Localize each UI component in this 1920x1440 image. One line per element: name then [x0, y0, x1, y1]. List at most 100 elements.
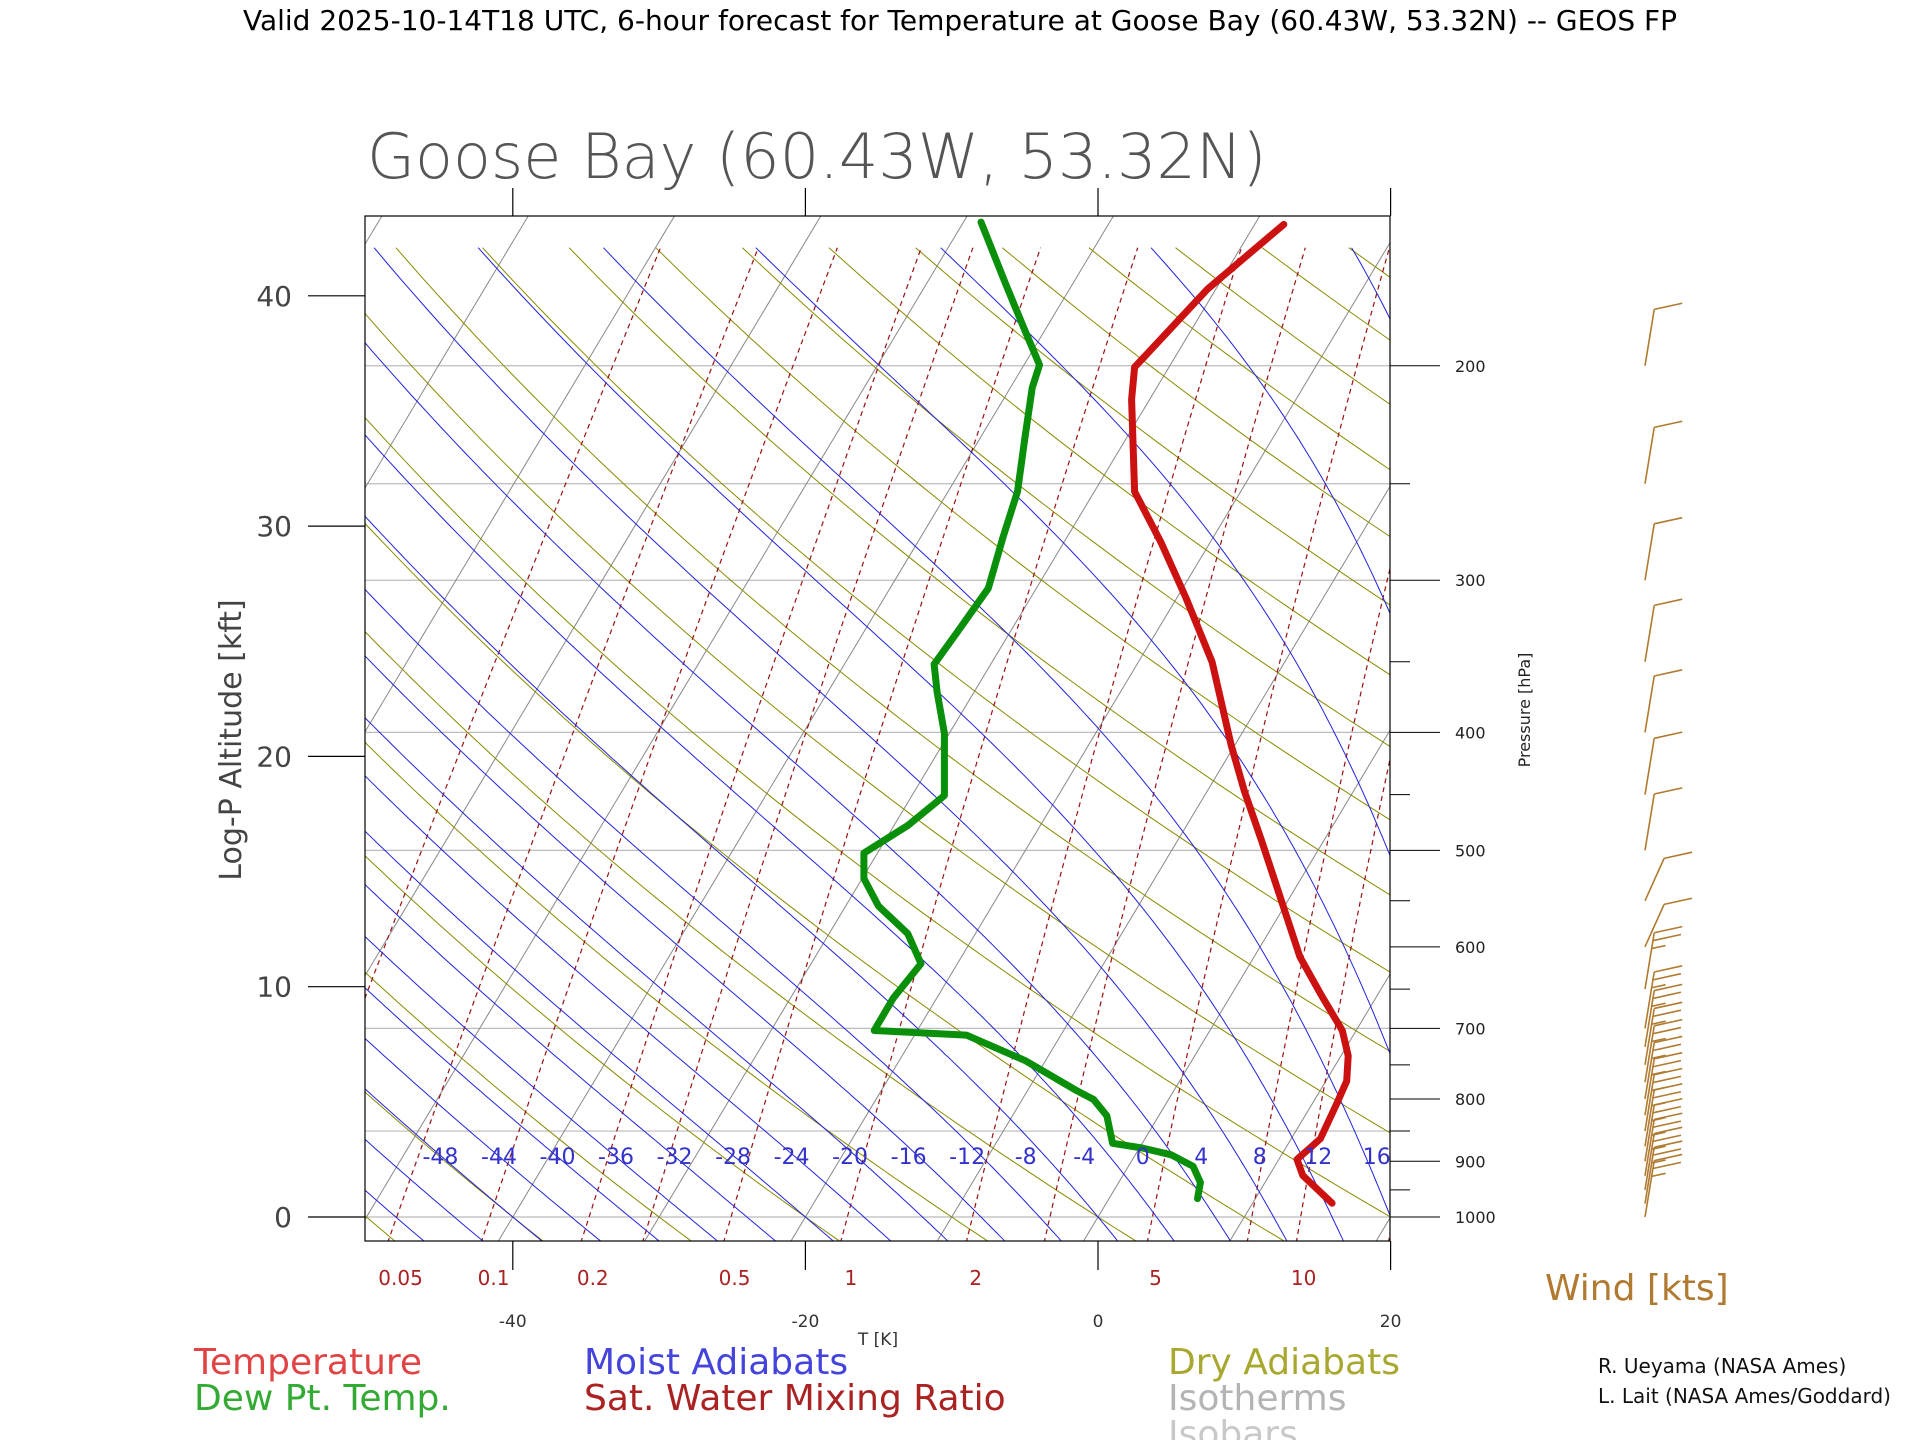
mixing-ratio-line: [1146, 247, 1390, 1241]
wind-barb-flag: [1652, 1148, 1682, 1156]
wind-barb-flag: [1654, 598, 1683, 607]
wind-barb-flag: [1663, 897, 1693, 906]
isotherm-line: [1499, 176, 1920, 1281]
moist-adiabat-label: 8: [1253, 1145, 1267, 1170]
pressure-tick-label: 200: [1455, 357, 1486, 376]
dry-adiabat: [0, 248, 249, 1243]
wind-barb: [1644, 669, 1683, 733]
moist-adiabat: [603, 247, 1390, 1217]
mixing-ratio-line: [723, 247, 1042, 1241]
moist-adiabat-label: -36: [598, 1145, 634, 1170]
wind-barb: [1644, 983, 1683, 1048]
moist-adiabat-label: -20: [832, 1145, 868, 1170]
moist-adiabat: [365, 588, 1062, 1241]
wind-barb-staff: [1644, 1008, 1656, 1065]
dry-adiabat: [395, 247, 1390, 1052]
wind-barb: [1644, 1051, 1683, 1116]
isotherm-line: [365, 216, 676, 733]
isotherm-line: [365, 216, 383, 246]
mixing-ratio-line: [965, 247, 1242, 1241]
mixing-ratio-label: 1: [844, 1266, 857, 1290]
wind-barb-flag: [1654, 1140, 1683, 1149]
x-axis-label: T [K]: [857, 1330, 898, 1350]
wind-barb: [1644, 1126, 1683, 1191]
wind-barb: [1644, 1140, 1683, 1204]
moist-adiabat-label: -28: [715, 1145, 751, 1170]
moist-adiabat: [365, 1088, 543, 1241]
in-plot-labels: -48 -44 -40 -36 -32 -28 -24 -20 -16 -12 -8 -4 0 4 8 12 1…: [378, 1145, 1390, 1290]
wind-barb-staff: [1644, 523, 1656, 581]
pressure-tick-label: 800: [1455, 1090, 1486, 1109]
wind-barb-flag: [1651, 1172, 1666, 1178]
moist-adiabat: [365, 1037, 602, 1241]
moist-adiabat: [755, 247, 1390, 1055]
wind-barb-flag: [1654, 787, 1683, 795]
wind-barb-staff: [1644, 1058, 1656, 1116]
dry-adiabat: [365, 630, 1137, 1241]
dewpoint-profile: [860, 218, 1204, 1203]
wind-barb-flag: [1651, 1054, 1666, 1060]
mixing-ratio-line: [1388, 1228, 1390, 1241]
wind-barb-flag: [1654, 925, 1683, 934]
pressure-axis-label: Pressure [hPa]: [1515, 653, 1534, 768]
wind-barb-flag: [1654, 1051, 1683, 1060]
wind-barb-flag: [1654, 302, 1683, 311]
wind-barb-flag: [1651, 1020, 1666, 1026]
dry-adiabat: [365, 1091, 544, 1241]
mixing-ratio-line: [1555, 248, 1718, 1243]
wind-barb-flag: [1654, 1126, 1683, 1135]
wind-barb-flag: [1654, 1153, 1683, 1162]
mixing-ratio-label: 10: [1291, 1266, 1316, 1290]
wind-barb: [1644, 1112, 1683, 1176]
isotherm-line: [0, 176, 113, 1281]
mixing-ratio-label: 0.5: [719, 1266, 751, 1290]
wind-barb-staff: [1644, 971, 1656, 1029]
wind-barb-flag: [1654, 1018, 1683, 1027]
profiles: [860, 218, 1352, 1207]
dry-adiabat: [482, 247, 1390, 973]
wind-barb-flag: [1651, 1116, 1666, 1122]
wind-barb-staff: [1644, 858, 1665, 902]
wind-barb-flag: [1651, 1159, 1666, 1164]
wind-barb-staff: [1644, 904, 1665, 948]
isotherm-line: [1645, 176, 1920, 1281]
moist-adiabat: [373, 247, 1288, 1241]
wind-barb-flag: [1652, 1120, 1682, 1129]
wind-barb-flag: [1651, 1037, 1666, 1043]
mixing-ratio-line: [1246, 565, 1390, 1241]
wind-barb: [1644, 897, 1693, 948]
wind-barb-flag: [1654, 420, 1683, 429]
moist-adiabat-label: 12: [1304, 1145, 1332, 1170]
wind-barb-staff: [1644, 1025, 1656, 1083]
skewt-grid: [0, 176, 1920, 1281]
mixing-ratio-line: [480, 247, 838, 1241]
wind-barb-flag: [1652, 933, 1682, 942]
dry-adiabat: [915, 247, 1390, 606]
mixing-ratio-label: 0.2: [577, 1266, 609, 1290]
wind-barb-flag: [1651, 1086, 1666, 1092]
dry-adiabat: [1088, 247, 1390, 471]
wind-barb-staff: [1644, 990, 1656, 1048]
moist-adiabat: [365, 655, 1006, 1241]
legend: Temperature Dew Pt. Temp. Moist Adiabats…: [193, 1268, 1891, 1440]
chart-title: Goose Bay (60.43W, 53.32N): [367, 120, 1267, 193]
y-tick-label: 0: [274, 1201, 292, 1234]
credit-line-1: R. Ueyama (NASA Ames): [1598, 1354, 1846, 1378]
legend-dry-adiabats: Dry Adiabats: [1168, 1342, 1400, 1383]
wind-barb: [1644, 516, 1683, 581]
isotherm-line: [936, 485, 1390, 1241]
wind-barb-staff: [1644, 427, 1656, 484]
pressure-tick-label: 400: [1455, 723, 1486, 742]
moist-adiabat-label: -32: [657, 1145, 693, 1170]
moist-adiabat: [365, 1240, 366, 1241]
moist-adiabat-label: -44: [481, 1145, 517, 1170]
moist-adiabat: [365, 515, 1119, 1241]
isotherm-line: [1083, 729, 1390, 1241]
moist-adiabat-label: -40: [540, 1145, 576, 1170]
isotherm-line: [365, 216, 822, 977]
dry-adiabat: [1435, 248, 1920, 1243]
dry-adiabat: [655, 247, 1390, 821]
wind-barb: [1644, 420, 1683, 484]
wind-barb-flag: [1663, 851, 1693, 860]
